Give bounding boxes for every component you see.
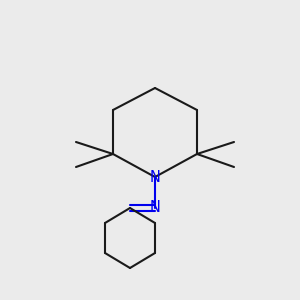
Text: N: N	[150, 200, 160, 215]
Text: N: N	[150, 169, 160, 184]
